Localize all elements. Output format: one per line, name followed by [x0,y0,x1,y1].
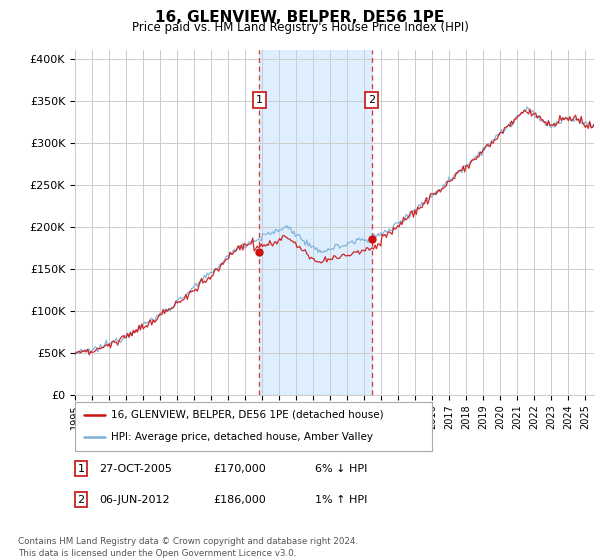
Text: 1: 1 [77,464,85,474]
Text: 06-JUN-2012: 06-JUN-2012 [99,494,170,505]
Text: 1% ↑ HPI: 1% ↑ HPI [315,494,367,505]
Text: 6% ↓ HPI: 6% ↓ HPI [315,464,367,474]
Bar [259,50,371,395]
Text: 2: 2 [77,494,85,505]
Text: 2: 2 [368,95,375,105]
Text: £170,000: £170,000 [213,464,266,474]
Text: £186,000: £186,000 [213,494,266,505]
Text: 1: 1 [256,95,263,105]
Text: 27-OCT-2005: 27-OCT-2005 [99,464,172,474]
Text: 16, GLENVIEW, BELPER, DE56 1PE (detached house): 16, GLENVIEW, BELPER, DE56 1PE (detached… [111,410,383,420]
Text: 16, GLENVIEW, BELPER, DE56 1PE: 16, GLENVIEW, BELPER, DE56 1PE [155,10,445,25]
Text: HPI: Average price, detached house, Amber Valley: HPI: Average price, detached house, Ambe… [111,432,373,442]
Text: Price paid vs. HM Land Registry's House Price Index (HPI): Price paid vs. HM Land Registry's House … [131,21,469,34]
Text: Contains HM Land Registry data © Crown copyright and database right 2024.
This d: Contains HM Land Registry data © Crown c… [18,537,358,558]
